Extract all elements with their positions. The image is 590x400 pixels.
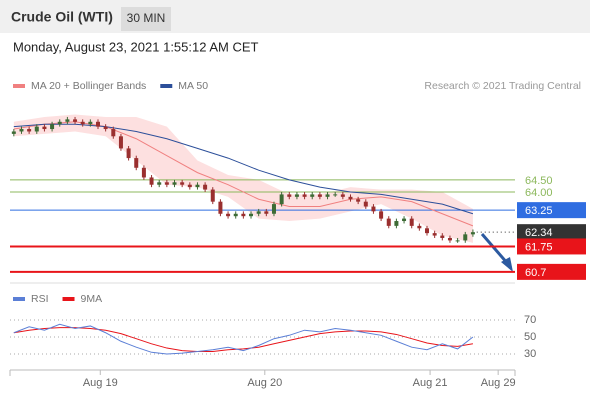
candle-body — [57, 121, 62, 125]
level-box — [517, 202, 586, 219]
candle-body — [256, 211, 261, 214]
candle-body — [203, 184, 208, 190]
candle-body — [440, 235, 445, 238]
candle-body — [271, 204, 276, 214]
candle-body — [333, 194, 338, 196]
legend-swatch — [13, 297, 25, 301]
instrument-title: Crude Oil (WTI) — [11, 9, 113, 25]
candle-body — [65, 119, 70, 122]
legend-label: 9MA — [81, 293, 103, 305]
candle-body — [402, 218, 407, 222]
candle-body — [118, 136, 123, 149]
candle-body — [447, 237, 452, 241]
candle-body — [371, 206, 376, 212]
rsi-tick-label: 70 — [524, 314, 536, 326]
candle-body — [279, 194, 284, 205]
forecast-arrowhead — [501, 257, 513, 272]
level-label: 61.75 — [525, 241, 553, 253]
candle-body — [95, 121, 100, 127]
candle-body — [302, 194, 307, 197]
candle-body — [180, 182, 185, 185]
candle-body — [264, 211, 269, 214]
candle-body — [134, 158, 139, 168]
candle-body — [455, 240, 460, 242]
candle-body — [425, 228, 430, 234]
legend-label: MA 20 + Bollinger Bands — [31, 80, 146, 92]
candle-body — [241, 213, 246, 217]
level-label: 63.25 — [525, 205, 553, 217]
candle-body — [287, 194, 292, 197]
candle-body — [249, 213, 254, 217]
candle-body — [432, 233, 437, 236]
candle-body — [394, 221, 399, 226]
legend-label: MA 50 — [178, 80, 208, 92]
candle-body — [310, 194, 315, 197]
candle-body — [50, 124, 55, 130]
candle-body — [19, 129, 24, 132]
candle-body — [126, 148, 131, 159]
x-tick-label: Aug 20 — [247, 377, 282, 389]
bollinger-band — [13, 114, 473, 243]
legend-swatch — [160, 84, 173, 88]
candle-body — [386, 218, 391, 226]
candle-body — [356, 199, 361, 202]
candle-body — [340, 194, 345, 197]
candle-body — [157, 182, 162, 185]
candle-body — [233, 213, 238, 217]
candle-body — [218, 201, 223, 214]
candle-body — [73, 119, 78, 122]
x-tick-label: Aug 21 — [413, 377, 448, 389]
level-box — [517, 224, 586, 241]
rsi-tick-label: 50 — [524, 331, 536, 343]
date: Monday, August 23, 2021 1:55:12 AM CET — [13, 39, 259, 54]
candle-body — [363, 201, 368, 207]
level-label: 62.34 — [525, 227, 553, 239]
candle-body — [470, 232, 475, 235]
candle-body — [226, 213, 231, 217]
interval-label[interactable]: 30 MIN — [127, 11, 166, 25]
candle-body — [34, 126, 39, 132]
candle-body — [42, 126, 47, 130]
header-bar — [0, 0, 590, 33]
candle-body — [417, 225, 422, 229]
level-box — [517, 238, 586, 255]
level-label: 64.00 — [525, 187, 553, 199]
candle-body — [187, 184, 192, 188]
legend-swatch — [62, 297, 75, 301]
x-tick-label: Aug 29 — [481, 377, 516, 389]
candle-body — [172, 182, 177, 185]
legend-label: RSI — [31, 293, 49, 305]
candle-body — [379, 211, 384, 219]
candle-body — [348, 196, 353, 200]
rsi-line — [13, 323, 474, 355]
candle-body — [88, 121, 93, 125]
candle-body — [294, 194, 299, 197]
candle-body — [210, 189, 215, 202]
candle-body — [11, 131, 16, 134]
rsi-tick-label: 30 — [524, 348, 536, 360]
level-label: 64.50 — [525, 175, 553, 187]
level-label: 60.7 — [525, 267, 546, 279]
candle-body — [195, 184, 200, 188]
candle-body — [463, 234, 468, 241]
candle-body — [325, 194, 330, 197]
credit: Research © 2021 Trading Central — [424, 80, 581, 92]
candle-body — [149, 177, 154, 185]
candle-body — [141, 167, 146, 178]
candle-body — [409, 218, 414, 226]
candle-body — [27, 129, 32, 132]
candle-body — [111, 129, 116, 137]
forecast-arrow — [480, 233, 510, 265]
x-tick-label: Aug 19 — [83, 377, 118, 389]
interval-badge[interactable] — [121, 7, 171, 31]
candle-body — [317, 194, 322, 197]
candle-body — [164, 182, 169, 185]
rsi-ma-line — [13, 327, 473, 352]
candle-body — [80, 121, 85, 125]
level-box — [517, 263, 586, 280]
legend-swatch — [13, 84, 25, 88]
candle-body — [103, 126, 108, 130]
